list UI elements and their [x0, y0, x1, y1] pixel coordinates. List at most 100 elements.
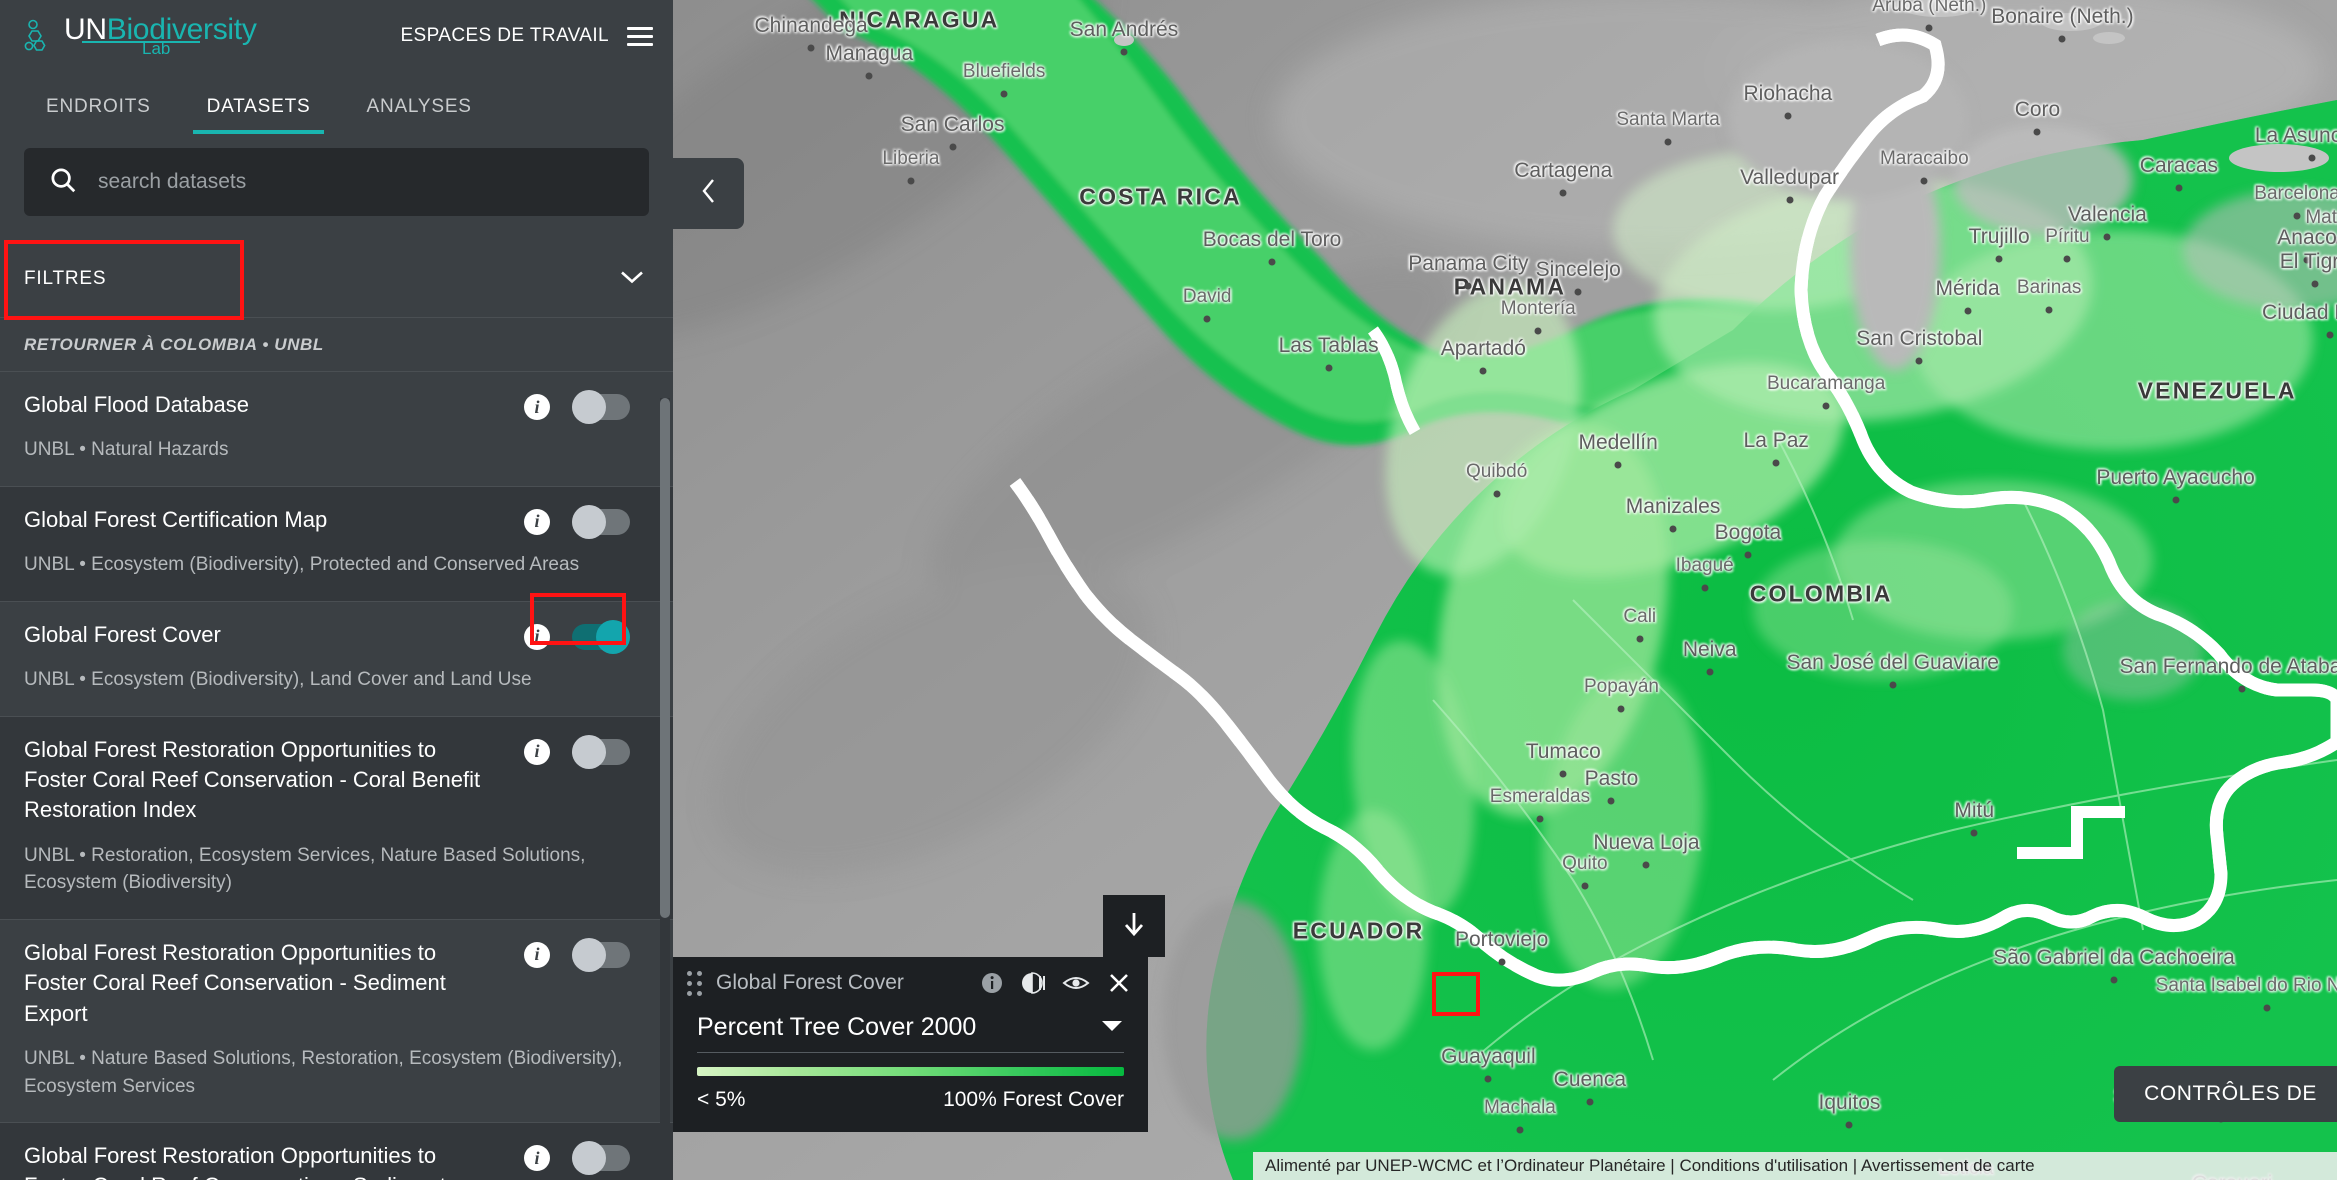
list-item[interactable]: Global Forest Restoration Opportunities …: [0, 919, 673, 1124]
search-icon: [48, 165, 78, 200]
legend-header: Global Forest Cover: [673, 957, 1148, 1009]
map-city-dot: [1964, 307, 1972, 315]
close-icon[interactable]: [1106, 970, 1132, 996]
eye-icon[interactable]: [1062, 973, 1090, 993]
map-city-dot: [807, 44, 815, 52]
map-city-dot: [1479, 367, 1487, 375]
map-city-dot: [1664, 138, 1672, 146]
map-city-dot: [2308, 154, 2316, 162]
map-city-dot: [865, 72, 873, 80]
logo-lab: Lab: [142, 38, 171, 58]
dataset-title: Global Forest Cover: [24, 621, 221, 647]
map-view[interactable]: Global Forest Cover: [673, 0, 2337, 1180]
map-city-dot: [1772, 459, 1780, 467]
dataset-toggle[interactable]: [572, 1141, 630, 1176]
tab-datasets[interactable]: DATASETS: [179, 96, 339, 134]
map-city-dot: [1559, 189, 1567, 197]
map-city-dot: [1925, 24, 1933, 32]
drag-handle-icon[interactable]: [687, 970, 702, 996]
info-icon[interactable]: i: [524, 508, 550, 535]
dataset-title: Global Forest Certification Map: [24, 506, 328, 532]
dataset-list[interactable]: Global Flood Database i UNBL • Natural H…: [0, 372, 673, 1180]
workspaces-label: ESPACES DE TRAVAIL: [400, 25, 609, 46]
hamburger-icon[interactable]: [627, 26, 653, 46]
dataset-subtitle: UNBL • Natural Hazards: [24, 439, 229, 461]
map-city-dot: [2263, 1004, 2271, 1012]
dataset-toggle[interactable]: [572, 390, 630, 424]
collapse-sidebar-button[interactable]: [673, 158, 744, 229]
map-city-dot: [1920, 177, 1928, 185]
list-item[interactable]: Global Forest Restoration Opportunities …: [0, 1123, 673, 1180]
map-city-dot: [2033, 128, 2041, 136]
map-city-dot: [1822, 402, 1830, 409]
map-city-dot: [1581, 882, 1589, 890]
sidebar-scrollbar-thumb[interactable]: [660, 398, 670, 918]
map-attribution: Alimenté par UNEP-WCMC et l’Ordinateur P…: [1253, 1152, 2337, 1180]
map-city-dot: [2045, 306, 2053, 314]
tab-endroits[interactable]: ENDROITS: [46, 96, 151, 117]
dataset-toggle[interactable]: [572, 504, 630, 539]
filters-toggle-row[interactable]: FILTRES: [0, 240, 673, 318]
workspaces-button[interactable]: ESPACES DE TRAVAIL: [400, 25, 653, 47]
dataset-subtitle: UNBL • Ecosystem (Biodiversity), Protect…: [24, 554, 580, 576]
info-icon[interactable]: i: [524, 623, 550, 650]
dataset-subtitle: UNBL • Restoration, Ecosystem Services, …: [24, 844, 586, 894]
download-arrow-icon: [1121, 909, 1147, 944]
map-city-dot: [1000, 90, 1008, 98]
map-city-dot: [1617, 705, 1625, 713]
dataset-title: Global Forest Restoration Opportunities …: [24, 1143, 446, 1180]
opacity-icon[interactable]: [1020, 971, 1046, 995]
info-icon[interactable]: i: [524, 1145, 550, 1172]
legend-divider: [697, 1052, 1124, 1053]
dataset-toggle[interactable]: [572, 734, 630, 769]
dataset-subtitle: UNBL • Ecosystem (Biodiversity), Land Co…: [24, 669, 532, 691]
layer-select-value: Percent Tree Cover 2000: [697, 1013, 977, 1041]
filters-label: FILTRES: [24, 267, 107, 289]
return-to-colombia-row[interactable]: RETOURNER À COLOMBIA • UNBL: [0, 318, 673, 372]
download-button[interactable]: [1103, 895, 1165, 957]
tab-analyses[interactable]: ANALYSES: [366, 96, 472, 117]
map-city-dot: [2311, 280, 2319, 288]
map-city-dot: [2326, 331, 2334, 339]
info-icon[interactable]: i: [524, 941, 550, 968]
legend-scale-min: < 5%: [697, 1088, 746, 1111]
map-city-dot: [1636, 635, 1644, 643]
dataset-toggle[interactable]: [572, 937, 630, 972]
map-city-dot: [2333, 236, 2337, 244]
caret-down-icon[interactable]: [1100, 1018, 1124, 1037]
chevron-down-icon[interactable]: [619, 268, 645, 289]
map-city-dot: [1995, 255, 2003, 263]
map-city-dot: [1786, 196, 1794, 204]
list-item[interactable]: Global Forest Restoration Opportunities …: [0, 716, 673, 920]
info-icon[interactable]: i: [524, 394, 550, 420]
list-item[interactable]: Global Forest Certification Map i UNBL •…: [0, 486, 673, 602]
legend-gradient-bar: [697, 1067, 1124, 1076]
legend-scale-max: 100% Forest Cover: [943, 1088, 1124, 1111]
list-item[interactable]: Global Flood Database i UNBL • Natural H…: [0, 372, 673, 487]
map-city-dot: [2293, 212, 2301, 220]
map-city-dot: [1706, 668, 1714, 676]
dataset-subtitle: UNBL • Nature Based Solutions, Restorati…: [24, 1047, 623, 1097]
info-icon[interactable]: [980, 971, 1004, 995]
layer-legend-panel[interactable]: Global Forest Cover: [673, 957, 1148, 1132]
map-city-dot: [1915, 357, 1923, 365]
search-input[interactable]: [98, 170, 625, 194]
search-box[interactable]: [24, 148, 649, 216]
list-item[interactable]: Global Forest Cover i UNBL • Ecosystem (…: [0, 601, 673, 717]
map-city-dot: [1498, 958, 1506, 966]
search-section: [0, 134, 673, 226]
logo[interactable]: UNBiodiversity Lab: [24, 14, 257, 58]
map-city-dot: [2303, 256, 2311, 264]
map-city-dot: [1493, 490, 1501, 498]
map-city-dot: [1268, 258, 1276, 266]
map-city-dot: [1744, 551, 1752, 559]
legend-scale: < 5% 100% Forest Cover: [673, 1076, 1148, 1132]
map-city-dot: [2063, 255, 2071, 263]
info-icon[interactable]: i: [524, 738, 550, 765]
map-city-dot: [907, 177, 915, 185]
layer-select[interactable]: Percent Tree Cover 2000: [673, 1009, 1148, 1052]
map-controls-button[interactable]: CONTRÔLES DE: [2114, 1066, 2337, 1122]
dataset-toggle-active[interactable]: [572, 619, 630, 654]
legend-gradient-wrap: [673, 1053, 1148, 1076]
map-city-dot: [2103, 233, 2111, 241]
